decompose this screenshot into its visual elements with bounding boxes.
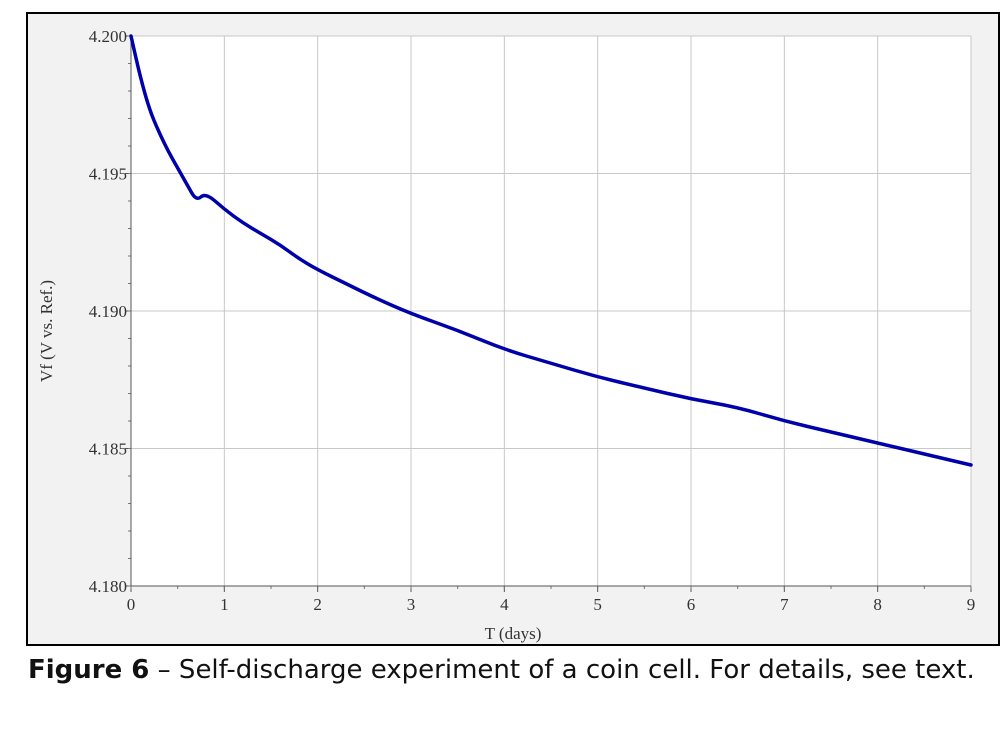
series (129, 34, 973, 467)
x-tick-label: 6 (687, 595, 696, 614)
caption-text: – Self-discharge experiment of a coin ce… (149, 655, 975, 685)
x-tick-label: 4 (500, 595, 509, 614)
series-line (129, 34, 973, 467)
x-tick-label: 3 (407, 595, 416, 614)
figure-caption: Figure 6 – Self-discharge experiment of … (28, 652, 988, 688)
grid-lines (131, 35, 972, 586)
x-tick-label: 1 (220, 595, 229, 614)
y-axis-label: Vf (V vs. Ref.) (37, 280, 56, 382)
x-tick-label: 2 (313, 595, 322, 614)
y-tick-label: 4.195 (89, 165, 127, 184)
x-tick-label: 9 (967, 595, 976, 614)
y-tick-label: 4.200 (89, 27, 127, 46)
x-tick-label: 7 (780, 595, 789, 614)
x-tick-label: 0 (127, 595, 136, 614)
tick-labels: 0 1 2 3 4 5 6 7 8 9 4.180 4.185 4.190 4.195 4.200 (89, 27, 976, 614)
y-tick-label: 4.180 (89, 577, 127, 596)
axes (125, 35, 972, 592)
x-tick-label: 8 (873, 595, 882, 614)
x-tick-label: 5 (593, 595, 602, 614)
line-chart: 0 1 2 3 4 5 6 7 8 9 4.180 4.185 4.190 4.195 4.200 T (d… (37, 27, 976, 643)
y-tick-label: 4.185 (89, 440, 127, 459)
x-axis-label: T (days) (485, 624, 542, 643)
caption-label: Figure 6 (28, 655, 150, 685)
y-tick-label: 4.190 (89, 302, 127, 321)
